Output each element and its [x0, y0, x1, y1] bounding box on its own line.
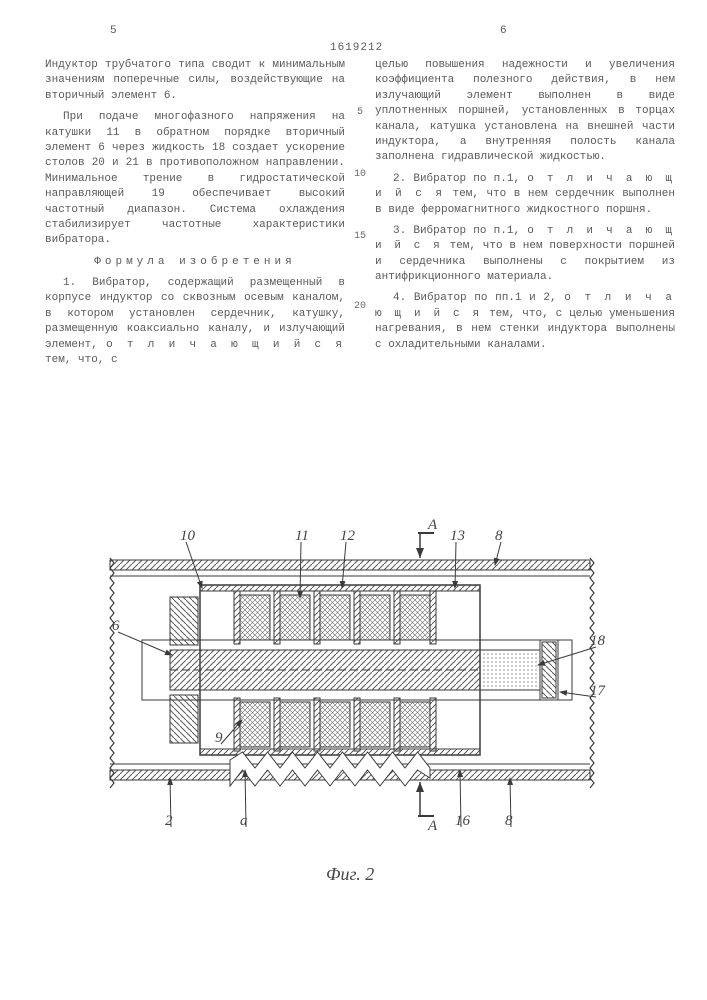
para-l1: Индуктор трубчатого типа сводит к минима… — [45, 58, 345, 104]
svg-text:Фиг. 2: Фиг. 2 — [326, 864, 374, 884]
line-number: 15 — [350, 230, 370, 244]
line-number: 20 — [350, 300, 370, 314]
para-r2: 2. Вибратор по п.1, о т л и ч а ю щ и й … — [375, 172, 675, 218]
page-number-right: 6 — [500, 24, 507, 39]
svg-text:18: 18 — [590, 633, 606, 649]
line-number: 5 — [350, 106, 370, 120]
svg-text:11: 11 — [295, 528, 309, 544]
svg-text:А: А — [427, 517, 438, 533]
svg-text:А: А — [427, 818, 438, 834]
svg-text:a: a — [240, 813, 248, 829]
page-number-left: 5 — [110, 24, 117, 39]
line-number: 10 — [350, 168, 370, 182]
formula-heading: Формула изобретения — [45, 255, 345, 270]
svg-text:8: 8 — [505, 813, 513, 829]
svg-text:6: 6 — [112, 618, 120, 634]
figure-2-diagram: А А 10 11 12 13 8 6 18 17 2 a 9 16 8 Фиг. 2 — [90, 480, 610, 900]
svg-text:17: 17 — [590, 683, 607, 699]
para-r4: 4. Вибратор по пп.1 и 2, о т л и ч а ю щ… — [375, 291, 675, 353]
svg-text:2: 2 — [165, 813, 173, 829]
svg-text:16: 16 — [455, 813, 471, 829]
para-r1: целью повышения надежности и увеличения … — [375, 58, 675, 166]
text-column-right: целью повышения надежности и увеличения … — [375, 58, 675, 359]
para-l3: 1. Вибратор, содержащий размещенный в ко… — [45, 276, 345, 368]
svg-text:10: 10 — [180, 528, 196, 544]
para-r3: 3. Вибратор по п.1, о т л и ч а ю щ и й … — [375, 224, 675, 286]
svg-text:8: 8 — [495, 528, 503, 544]
para-l2: При подаче многофазного напряжения на ка… — [45, 110, 345, 249]
figure-area: А А 10 11 12 13 8 6 18 17 2 a 9 16 8 Фиг. 2 — [0, 420, 707, 980]
svg-text:12: 12 — [340, 528, 356, 544]
svg-text:9: 9 — [215, 730, 223, 746]
document-number: 1619212 — [330, 41, 383, 56]
svg-text:13: 13 — [450, 528, 465, 544]
text-column-left: Индуктор трубчатого типа сводит к минима… — [45, 58, 345, 374]
